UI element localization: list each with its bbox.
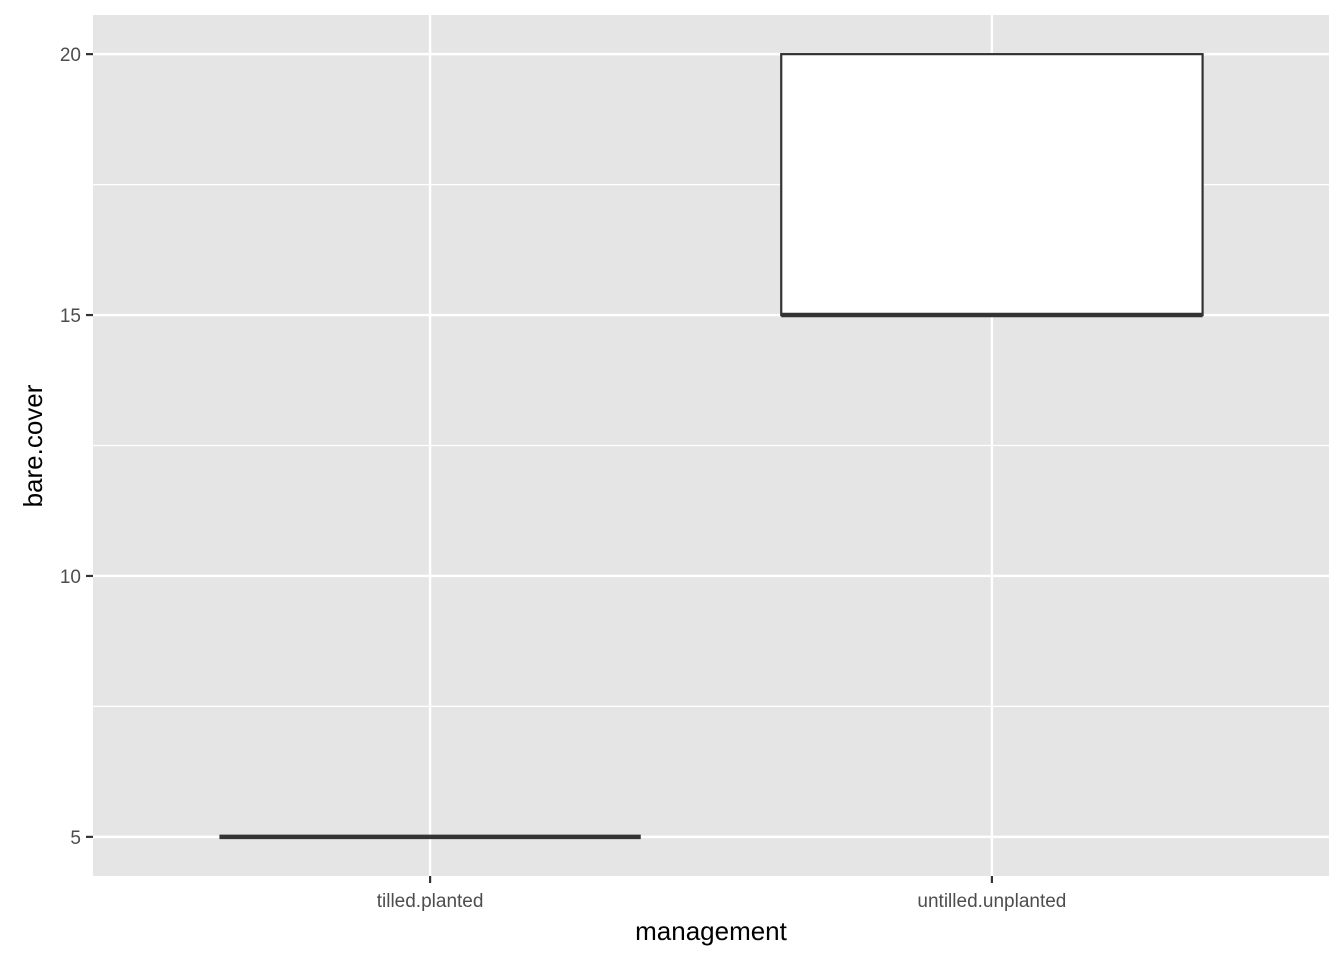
x-axis: tilled.planted untilled.unplanted	[377, 876, 1066, 912]
y-tick-label: 10	[60, 567, 81, 588]
x-axis-title: management	[635, 916, 788, 946]
boxes-layer	[219, 53, 1204, 840]
box-rect	[780, 53, 1204, 317]
y-tick-label: 5	[70, 828, 81, 849]
x-tick-label: untilled.unplanted	[917, 891, 1066, 912]
box-untilled.unplanted	[780, 53, 1204, 318]
y-axis: 5 10 15 20	[60, 45, 93, 849]
x-tick-label: tilled.planted	[377, 891, 484, 912]
y-axis-title: bare.cover	[18, 384, 48, 507]
y-tick-label: 15	[60, 306, 81, 327]
y-tick-label: 20	[60, 45, 81, 66]
